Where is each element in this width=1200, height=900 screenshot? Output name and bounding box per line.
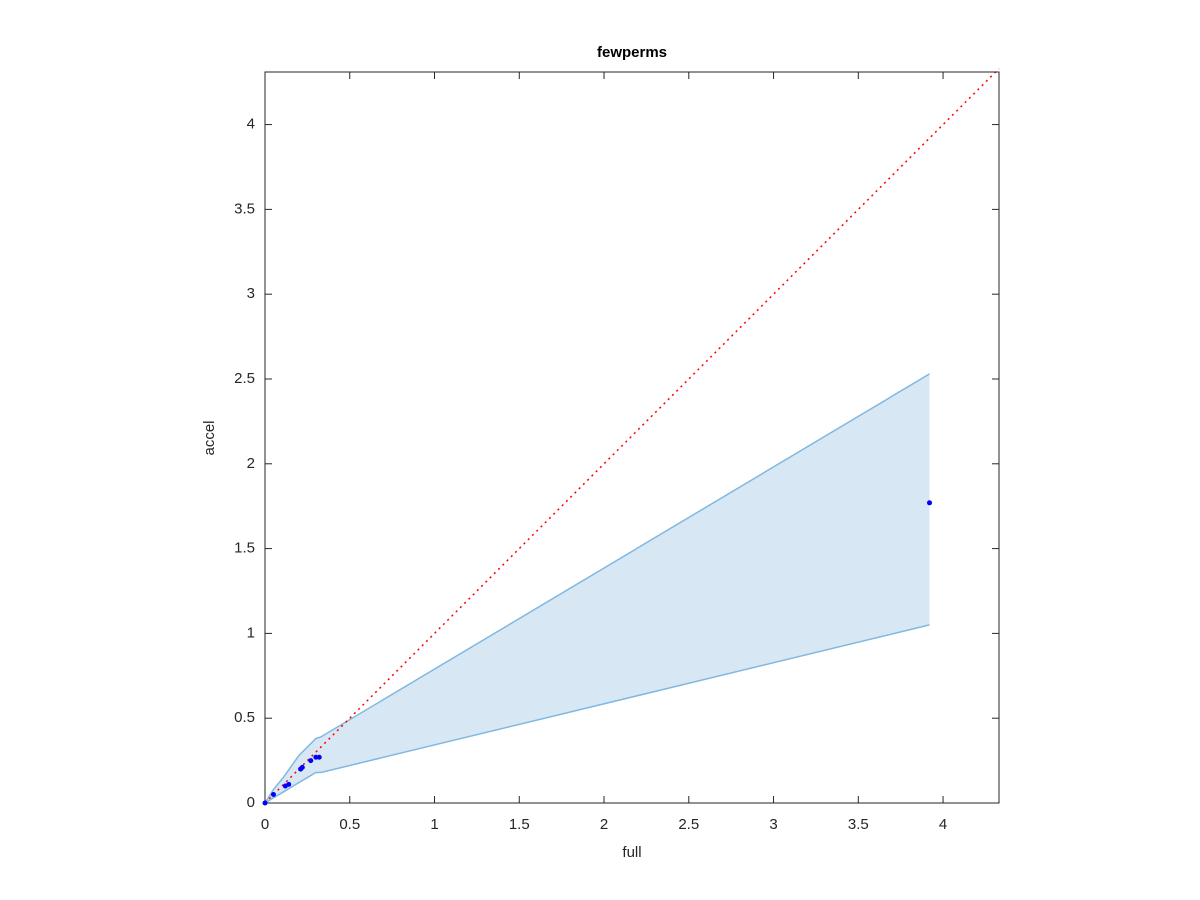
point — [316, 754, 322, 760]
point — [270, 792, 276, 798]
axes-box — [264, 71, 1000, 804]
chart-title: fewperms — [597, 44, 667, 61]
x-tick-label: 0 — [261, 816, 269, 833]
x-axis-label: full — [622, 844, 641, 861]
y-tick-label: 1.5 — [234, 540, 255, 557]
x-tick-label: 2.5 — [678, 816, 699, 833]
point — [286, 781, 292, 787]
band-area — [265, 373, 930, 803]
x-tick-label: 4 — [939, 816, 947, 833]
y-tick-label: 2 — [247, 455, 255, 472]
point — [926, 500, 932, 506]
y-tick-label: 2.5 — [234, 370, 255, 387]
x-tick-label: 3 — [769, 816, 777, 833]
y-tick-label: 4 — [247, 116, 255, 133]
x-tick-label: 2 — [600, 816, 608, 833]
point — [299, 764, 305, 770]
point — [262, 800, 268, 806]
x-tick-label: 1 — [430, 816, 438, 833]
point — [308, 758, 314, 764]
x-tick-label: 1.5 — [509, 816, 530, 833]
y-tick-label: 1 — [247, 624, 255, 641]
y-axis-label: accel — [201, 420, 218, 455]
y-tick-label: 0.5 — [234, 709, 255, 726]
y-tick-label: 0 — [247, 794, 255, 811]
reference-line — [264, 68, 1000, 804]
x-tick-label: 3.5 — [848, 816, 869, 833]
band-edge — [264, 373, 930, 804]
x-tick-label: 0.5 — [339, 816, 360, 833]
y-tick-label: 3.5 — [234, 200, 255, 217]
y-tick-label: 3 — [247, 285, 255, 302]
band-edge — [264, 624, 930, 804]
